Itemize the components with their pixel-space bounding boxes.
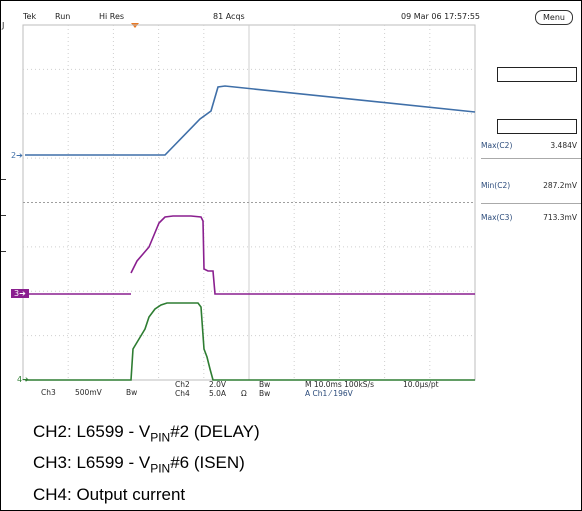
left-tick	[1, 179, 6, 180]
ch2-marker-label: 2	[11, 151, 17, 160]
trigger-setting: A Ch1 ⁄ 196V	[305, 389, 353, 398]
scope-settings-bar: Ch3 500mV Bw Ch2 2.0V Bw Ch4 5.0A Ω Bw M…	[15, 380, 581, 398]
caption-ch3: CH3: L6599 - VPIN#6 (ISEN)	[33, 450, 260, 481]
left-top-marker: J	[2, 21, 5, 30]
left-strip: J	[1, 1, 15, 396]
ch4-unit: Ω	[241, 389, 247, 398]
ch4-marker-label: 4	[17, 375, 23, 384]
scope-status-bar: Tek Run Hi Res 81 Acqs 09 Mar 06 17:57:5…	[15, 9, 581, 25]
oscilloscope-screen: Tek Run Hi Res 81 Acqs 09 Mar 06 17:57:5…	[11, 9, 581, 398]
measurement-empty-box[interactable]	[497, 67, 577, 82]
ch4-waveform	[25, 302, 475, 381]
separator	[481, 203, 581, 204]
caption-text: CH2: L6599 - V	[33, 422, 151, 441]
ch3-label: Ch3	[41, 388, 56, 397]
ch3-scale: 500mV	[75, 388, 102, 397]
timebase: M 10.0ms 100kS/s	[305, 380, 375, 389]
ch3-marker-label: 3	[14, 289, 20, 298]
menu-button[interactable]: Menu	[535, 10, 573, 25]
ch2-scale: 2.0V	[209, 380, 227, 389]
measurement-value: 287.2mV	[543, 181, 577, 190]
measurement-value: 3.484V	[550, 141, 577, 150]
graticule-grid	[23, 25, 475, 380]
figure-caption: CH2: L6599 - VPIN#2 (DELAY) CH3: L6599 -…	[33, 419, 260, 508]
caption-subscript: PIN	[150, 461, 171, 476]
ch4-bw: Bw	[259, 389, 271, 398]
ch4-ground-marker: 4➔	[17, 375, 29, 384]
acq-count: 81 Acqs	[213, 12, 245, 21]
separator	[481, 158, 581, 159]
run-state: Run	[55, 12, 71, 21]
brand-label: Tek	[23, 12, 37, 21]
resolution: 10.0μs/pt	[403, 380, 439, 389]
measurement-label: Min(C2)	[481, 181, 511, 190]
left-tick	[1, 215, 6, 216]
measurement-value: 713.3mV	[543, 213, 577, 222]
measurement-label: Max(C2)	[481, 141, 513, 150]
caption-subscript: PIN	[150, 430, 171, 445]
waveform-display	[22, 24, 476, 381]
ch3-waveform	[130, 215, 475, 295]
ch4-label: Ch4	[175, 389, 190, 398]
caption-text: CH3: L6599 - V	[33, 453, 151, 473]
datetime: 09 Mar 06 17:57:55	[401, 12, 481, 21]
caption-text: #2 (DELAY)	[170, 422, 260, 441]
ch2-waveform	[25, 85, 476, 156]
measurement-empty-box[interactable]	[497, 119, 577, 134]
caption-ch4: CH4: Output current	[33, 484, 186, 504]
ch2-label: Ch2	[175, 380, 190, 389]
caption-ch2: CH2: L6599 - VPIN#2 (DELAY)	[33, 419, 260, 450]
caption-text: #6 (ISEN)	[170, 453, 245, 473]
ch2-ground-marker: 2➔	[11, 151, 23, 160]
acq-mode: Hi Res	[99, 12, 125, 21]
ch4-scale: 5.0A	[209, 389, 227, 398]
measurement-panel: Max(C2) 3.484V Min(C2) 287.2mV Max(C3) 7…	[481, 25, 581, 380]
left-tick	[1, 251, 6, 252]
ch3-ground-marker: 3➔	[11, 289, 29, 298]
measurement-label: Max(C3)	[481, 213, 513, 222]
ch3-bw: Bw	[126, 388, 138, 397]
ch2-bw: Bw	[259, 380, 271, 389]
